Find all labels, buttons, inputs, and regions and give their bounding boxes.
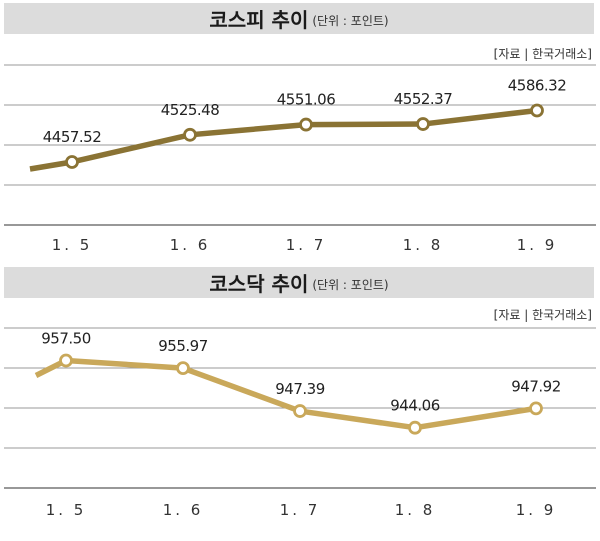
kosdaq-value-label: 957.50 <box>41 330 91 348</box>
kospi-chart: 4457.52 1. 5 4525.48 1. 6 4551.06 1. 7 4552.37… <box>4 64 596 254</box>
kospi-value-label: 4552.37 <box>394 90 453 108</box>
kospi-point <box>299 117 313 132</box>
kosdaq-point <box>529 401 543 416</box>
kospi-panel: 코스피 추이 (단위 : 포인트) [자료 | 한국거래소] 4457.52 1.… <box>0 0 600 262</box>
kospi-x-tick-label: 1. 9 <box>517 236 558 254</box>
kospi-value-label: 4457.52 <box>43 128 102 146</box>
kospi-x-tick-label: 1. 5 <box>52 236 93 254</box>
kospi-x-tick-label: 1. 8 <box>403 236 444 254</box>
kosdaq-x-tick-label: 1. 7 <box>280 501 321 519</box>
kosdaq-point <box>293 404 307 418</box>
kospi-point <box>183 127 197 142</box>
kospi-title-bar: 코스피 추이 (단위 : 포인트) <box>4 3 594 34</box>
kospi-series-line <box>29 107 538 172</box>
kosdaq-point <box>176 361 190 376</box>
kosdaq-x-tick-label: 1. 6 <box>163 501 204 519</box>
kospi-x-tick-label: 1. 7 <box>286 236 327 254</box>
kosdaq-chart: 957.50 1. 5 955.97 1. 6 947.39 1. 7 944.06 1. 8… <box>4 327 596 519</box>
kosdaq-x-tick-label: 1. 5 <box>46 501 87 519</box>
kosdaq-value-label: 947.92 <box>511 377 561 395</box>
kospi-point <box>65 155 79 169</box>
kospi-source: [자료 | 한국거래소] <box>493 47 592 61</box>
kosdaq-x-tick-label: 1. 8 <box>395 501 436 519</box>
kospi-value-label: 4586.32 <box>508 76 567 94</box>
kosdaq-point <box>59 353 73 368</box>
kosdaq-panel: 코스닥 추이 (단위 : 포인트) [자료 | 한국거래소] 957.50 1. … <box>0 262 600 541</box>
kospi-point <box>416 117 430 131</box>
kosdaq-unit-note: (단위 : 포인트) <box>312 278 389 292</box>
kosdaq-value-label: 955.97 <box>158 337 208 355</box>
kospi-value-label: 4525.48 <box>161 101 220 119</box>
kosdaq-source: [자료 | 한국거래소] <box>493 308 592 322</box>
kosdaq-value-label: 944.06 <box>390 397 440 415</box>
kosdaq-chart-title: 코스닥 추이 <box>209 272 309 296</box>
kosdaq-point <box>408 420 422 435</box>
kosdaq-value-label: 947.39 <box>275 380 325 398</box>
kosdaq-title-bar: 코스닥 추이 (단위 : 포인트) <box>4 267 594 298</box>
kospi-value-label: 4551.06 <box>277 91 336 109</box>
kospi-point <box>530 103 544 118</box>
kospi-x-tick-label: 1. 6 <box>170 236 211 254</box>
kosdaq-x-tick-label: 1. 9 <box>516 501 557 519</box>
kospi-chart-title: 코스피 추이 <box>209 8 309 32</box>
kospi-unit-note: (단위 : 포인트) <box>312 14 389 28</box>
